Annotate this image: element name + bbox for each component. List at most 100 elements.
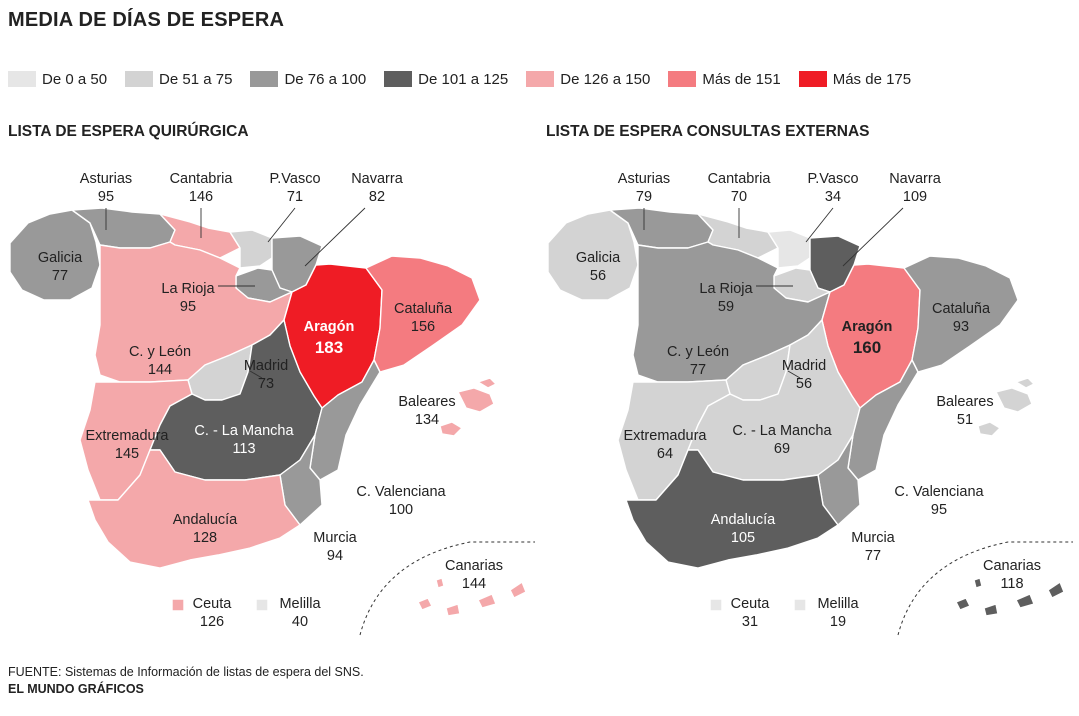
legend-swatch — [384, 71, 413, 87]
region-name-cataluna: Cataluña — [394, 301, 453, 317]
legend-swatch — [668, 71, 697, 87]
region-name-melilla: Melilla — [279, 596, 321, 612]
legend-swatch — [8, 71, 36, 87]
region-value-baleares: 51 — [957, 412, 973, 428]
region-name-pvasco: P.Vasco — [807, 171, 858, 187]
region-value-cyleon: 144 — [148, 362, 172, 378]
region-name-galicia: Galicia — [38, 250, 83, 266]
region-melilla — [793, 598, 807, 612]
leader-line — [304, 207, 366, 267]
region-value-clamancha: 113 — [232, 441, 255, 457]
region-name-extremadura: Extremadura — [85, 428, 169, 444]
region-name-extremadura: Extremadura — [623, 428, 707, 444]
region-value-cantabria: 70 — [731, 189, 747, 205]
region-name-clamancha: C. - La Mancha — [732, 423, 832, 439]
region-melilla — [255, 598, 269, 612]
region-value-andalucia: 128 — [193, 530, 217, 546]
legend-label: De 51 a 75 — [159, 70, 233, 88]
region-value-asturias: 95 — [98, 189, 114, 205]
region-name-galicia: Galicia — [576, 250, 621, 266]
legend-label: De 76 a 100 — [284, 70, 367, 88]
legend-item: Más de 175 — [798, 70, 912, 88]
legend-label: Más de 151 — [702, 70, 781, 88]
region-name-aragon: Aragón — [842, 319, 893, 335]
region-name-ceuta: Ceuta — [193, 596, 233, 612]
region-name-melilla: Melilla — [817, 596, 859, 612]
region-ceuta — [709, 598, 723, 612]
region-baleares — [977, 377, 1035, 437]
region-name-murcia: Murcia — [313, 530, 357, 546]
canarias-separator — [359, 541, 535, 636]
legend-label: De 126 a 150 — [560, 70, 651, 88]
region-value-murcia: 94 — [327, 548, 343, 564]
region-name-asturias: Asturias — [618, 171, 670, 187]
region-ceuta — [171, 598, 185, 612]
leader-line — [842, 207, 904, 267]
legend-item: De 0 a 50 — [8, 71, 107, 88]
leader-line — [805, 207, 834, 243]
panel-title-quirurgica: LISTA DE ESPERA QUIRÚRGICA — [8, 123, 249, 140]
region-name-murcia: Murcia — [851, 530, 895, 546]
region-value-cyleon: 77 — [690, 362, 706, 378]
chart-title: MEDIA DE DÍAS DE ESPERA — [8, 9, 285, 31]
region-value-aragon: 160 — [853, 338, 881, 357]
region-andalucia — [87, 449, 301, 569]
region-value-asturias: 79 — [636, 189, 652, 205]
legend-item: De 101 a 125 — [384, 71, 508, 88]
legend-label: De 101 a 125 — [418, 70, 509, 88]
region-value-valenciana: 100 — [389, 502, 413, 518]
panel-title-consultas: LISTA DE ESPERA CONSULTAS EXTERNAS — [546, 123, 870, 140]
legend-item: De 51 a 75 — [125, 71, 232, 88]
region-value-canarias: 144 — [462, 576, 486, 592]
region-value-navarra: 82 — [369, 189, 385, 205]
region-name-madrid: Madrid — [782, 358, 826, 374]
region-cataluna — [903, 255, 1019, 373]
region-name-valenciana: C. Valenciana — [894, 484, 984, 500]
legend-swatch — [125, 71, 154, 87]
region-name-aragon: Aragón — [304, 319, 355, 335]
region-name-cyleon: C. y León — [667, 344, 729, 360]
region-value-larioja: 59 — [718, 299, 734, 315]
region-name-andalucia: Andalucía — [711, 512, 776, 528]
region-value-ceuta: 31 — [742, 614, 758, 630]
region-pvasco — [767, 229, 811, 269]
region-value-larioja: 95 — [180, 299, 196, 315]
legend-item: Más de 151 — [668, 70, 781, 88]
region-name-cantabria: Cantabria — [170, 171, 234, 187]
region-name-asturias: Asturias — [80, 171, 132, 187]
legend-item: De 76 a 100 — [250, 71, 366, 88]
leader-line — [249, 370, 263, 379]
region-value-extremadura: 145 — [115, 446, 139, 462]
region-name-clamancha: C. - La Mancha — [194, 423, 294, 439]
source-note: FUENTE: Sistemas de Información de lista… — [8, 665, 364, 679]
leader-line — [787, 370, 801, 379]
region-name-canarias: Canarias — [983, 558, 1041, 574]
region-value-galicia: 77 — [52, 268, 68, 284]
legend-swatch — [526, 71, 555, 87]
region-canarias — [955, 577, 1065, 617]
region-value-pvasco: 34 — [825, 189, 841, 205]
region-value-extremadura: 64 — [657, 446, 673, 462]
region-value-galicia: 56 — [590, 268, 606, 284]
region-name-baleares: Baleares — [398, 394, 455, 410]
leader-line — [267, 207, 296, 243]
region-name-larioja: La Rioja — [161, 281, 215, 297]
region-value-clamancha: 69 — [774, 441, 790, 457]
map-quirurgica: Galicia 77 Asturias 95 Cantabria 146 P.Vasco 71… — [9, 171, 535, 636]
legend-swatch — [798, 71, 827, 87]
map-consultas: Galicia 56 Asturias 79 Cantabria 70 P.Vasco 34 N… — [547, 171, 1073, 636]
legend-label: Más de 175 — [832, 70, 912, 88]
region-name-baleares: Baleares — [936, 394, 993, 410]
region-name-navarra: Navarra — [351, 171, 404, 187]
region-name-ceuta: Ceuta — [731, 596, 771, 612]
region-name-andalucia: Andalucía — [173, 512, 238, 528]
region-value-cataluna: 93 — [953, 319, 969, 335]
legend-label: De 0 a 50 — [42, 70, 108, 88]
region-value-pvasco: 71 — [287, 189, 303, 205]
region-value-cataluna: 156 — [411, 319, 435, 335]
region-value-valenciana: 95 — [931, 502, 947, 518]
region-name-canarias: Canarias — [445, 558, 503, 574]
region-name-larioja: La Rioja — [699, 281, 753, 297]
region-value-murcia: 77 — [865, 548, 881, 564]
region-value-aragon: 183 — [315, 338, 343, 357]
